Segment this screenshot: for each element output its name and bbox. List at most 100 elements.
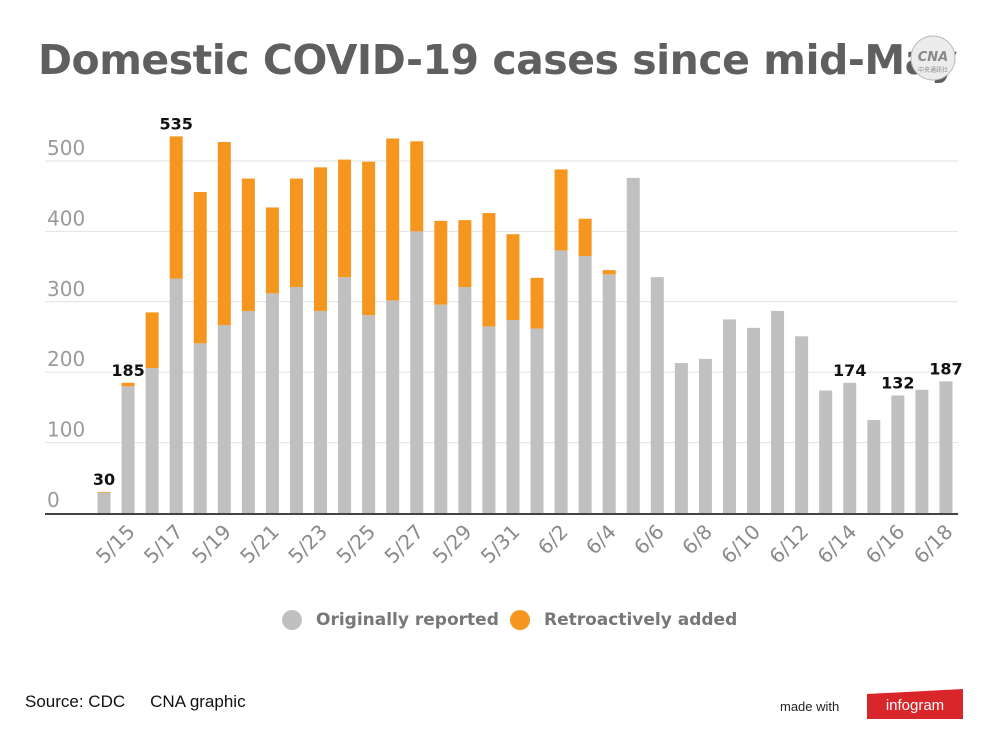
data-label: 187 [929,359,962,378]
bar-retroactively-added [362,161,376,316]
bar-originally-reported [674,363,688,513]
x-axis-ticks: 5/15 5/17 5/19 5/21 5/23 5/25 5/27 5/29 5/31 6/2 6… [91,520,958,569]
legend-label-originally-reported: Originally reported [316,610,499,630]
bar-retroactively-added [482,213,496,327]
bar-originally-reported [410,231,424,513]
x-tick-label: 6/12 [764,520,813,569]
bar-originally-reported [362,315,376,513]
bar-retroactively-added [217,141,231,326]
bar-originally-reported [915,389,929,513]
bar-originally-reported [506,320,520,513]
bar-originally-reported [843,382,857,513]
bar-originally-reported [193,343,207,513]
bar-originally-reported [145,367,159,513]
bar-originally-reported [939,381,953,513]
data-label: 185 [111,361,144,380]
y-axis-ticks: 0 100 200 300 400 500 [47,136,85,512]
source-label: Source: CDC [25,692,126,711]
bar-originally-reported [722,319,736,513]
x-tick-label: 5/21 [235,520,284,569]
bar-originally-reported [795,336,809,513]
y-tick-label: 500 [47,136,85,160]
bar-originally-reported [241,310,255,513]
x-tick-label: 5/29 [428,520,477,569]
bar-retroactively-added [506,234,520,321]
bar-retroactively-added [121,382,135,387]
y-tick-label: 0 [47,488,60,512]
x-tick-label: 5/15 [91,520,140,569]
bar-originally-reported [698,358,712,513]
source-text: Source: CDC CNA graphic [25,692,246,712]
bar-originally-reported [771,310,785,513]
x-tick-label: 5/23 [283,520,332,569]
bar-originally-reported [626,177,640,513]
data-label: 535 [159,114,192,133]
bar-originally-reported [891,395,905,513]
bar-retroactively-added [289,178,303,288]
x-tick-label: 6/4 [581,520,621,560]
bar-retroactively-added [434,220,448,305]
bar-retroactively-added [145,312,159,368]
x-tick-label: 6/14 [813,520,862,569]
y-tick-label: 300 [47,277,85,301]
bar-originally-reported [530,328,544,513]
bar-originally-reported [867,420,881,513]
bar-retroactively-added [265,207,279,294]
bar-retroactively-added [314,167,328,311]
svg-text:infogram: infogram [886,697,944,714]
x-tick-label: 6/8 [677,520,717,560]
credit-label: CNA graphic [150,692,246,711]
bar-originally-reported [217,325,231,513]
y-tick-label: 400 [47,206,85,230]
bar-originally-reported [169,278,183,513]
bar-originally-reported [289,287,303,513]
x-tick-label: 5/31 [476,520,525,569]
bar-retroactively-added [97,491,111,493]
svg-text:CNA: CNA [918,50,948,65]
bar-originally-reported [819,390,833,513]
legend-item-originally-reported: Originally reported [282,610,499,630]
bars [97,136,953,513]
bar-originally-reported [554,250,568,513]
bar-originally-reported [314,310,328,513]
chart-title: Domestic COVID-19 cases since mid-May [38,36,957,84]
bar-retroactively-added [193,191,207,344]
bar-retroactively-added [241,178,255,311]
x-tick-label: 5/17 [139,520,188,569]
bar-retroactively-added [458,220,472,288]
x-tick-label: 6/10 [716,520,765,569]
legend-swatch-retroactively-added [510,610,530,630]
bar-originally-reported [338,277,352,513]
infogram-logo-icon[interactable]: infogram [867,689,963,719]
bar-originally-reported [265,293,279,513]
x-tick-label: 5/27 [380,520,429,569]
cna-logo-icon: CNA 中央通訊社 [910,35,956,81]
data-labels: 30 185 535 174 132 187 [93,114,963,489]
bar-retroactively-added [554,169,568,251]
bar-originally-reported [650,277,664,513]
bar-originally-reported [602,274,616,513]
bar-retroactively-added [602,270,616,275]
x-tick-label: 5/19 [187,520,236,569]
legend-item-retroactively-added: Retroactively added [510,610,737,630]
x-tick-label: 6/2 [533,520,573,560]
bar-originally-reported [434,304,448,513]
bar-originally-reported [747,327,761,513]
legend-swatch-originally-reported [282,610,302,630]
bar-retroactively-added [578,218,592,257]
bar-retroactively-added [386,138,400,301]
bar-retroactively-added [338,159,352,278]
legend-label-retroactively-added: Retroactively added [544,610,738,630]
bar-originally-reported [386,300,400,513]
x-tick-label: 6/6 [629,520,669,560]
bar-originally-reported [458,287,472,513]
bar-retroactively-added [530,277,544,329]
bar-retroactively-added [169,136,183,279]
x-tick-label: 6/18 [909,520,958,569]
bar-retroactively-added [410,141,424,232]
data-label: 132 [881,373,914,392]
x-tick-label: 6/16 [861,520,910,569]
made-with-label: made with [780,699,840,714]
svg-text:中央通訊社: 中央通訊社 [918,66,948,74]
